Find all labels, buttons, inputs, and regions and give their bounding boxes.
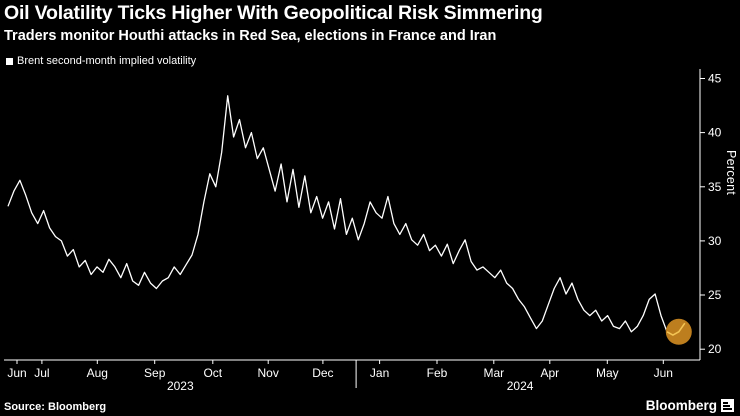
y-tick-label: 20 <box>708 342 722 356</box>
x-tick-label: Oct <box>203 366 222 380</box>
year-label: 2023 <box>167 379 194 393</box>
legend-swatch-icon <box>6 57 13 65</box>
x-tick-label: Jul <box>34 366 49 380</box>
volatility-line-chart: 20 25 30 35 40 45 Jun Jul Aug Sep Oct Nov Dec Jan Feb M… <box>4 69 722 393</box>
source-attribution: Source: Bloomberg <box>4 401 107 413</box>
x-tick-label: Jun <box>654 366 673 380</box>
y-tick-label: 35 <box>708 180 722 194</box>
bloomberg-terminal-icon <box>721 399 734 412</box>
x-tick-label: Aug <box>87 366 108 380</box>
legend: Brent second-month implied volatility <box>6 55 196 67</box>
y-tick-label: 30 <box>708 234 722 248</box>
y-axis-title: Percent <box>724 150 738 196</box>
chart-title: Oil Volatility Ticks Higher With Geopoli… <box>4 2 543 24</box>
x-tick-label: Nov <box>258 366 279 380</box>
series-line <box>7 95 686 336</box>
series-line-tail <box>666 322 686 336</box>
chart-subtitle: Traders monitor Houthi attacks in Red Se… <box>4 28 497 44</box>
x-tick-label: May <box>596 366 619 380</box>
x-tick-label: Mar <box>483 366 504 380</box>
y-tick-label: 40 <box>708 126 722 140</box>
y-tick-label: 45 <box>708 72 722 86</box>
year-label: 2024 <box>507 379 534 393</box>
x-tick-label: Jan <box>370 366 389 380</box>
x-tick-label: Dec <box>312 366 333 380</box>
x-tick-label: Feb <box>427 366 448 380</box>
x-tick-label: Jun <box>7 366 26 380</box>
bloomberg-wordmark: Bloomberg <box>645 398 717 413</box>
x-tick-label: Apr <box>540 366 559 380</box>
y-tick-label: 25 <box>708 288 722 302</box>
legend-label: Brent second-month implied volatility <box>17 55 197 67</box>
bloomberg-logo: Bloomberg <box>646 398 734 413</box>
x-tick-label: Sep <box>144 366 166 380</box>
